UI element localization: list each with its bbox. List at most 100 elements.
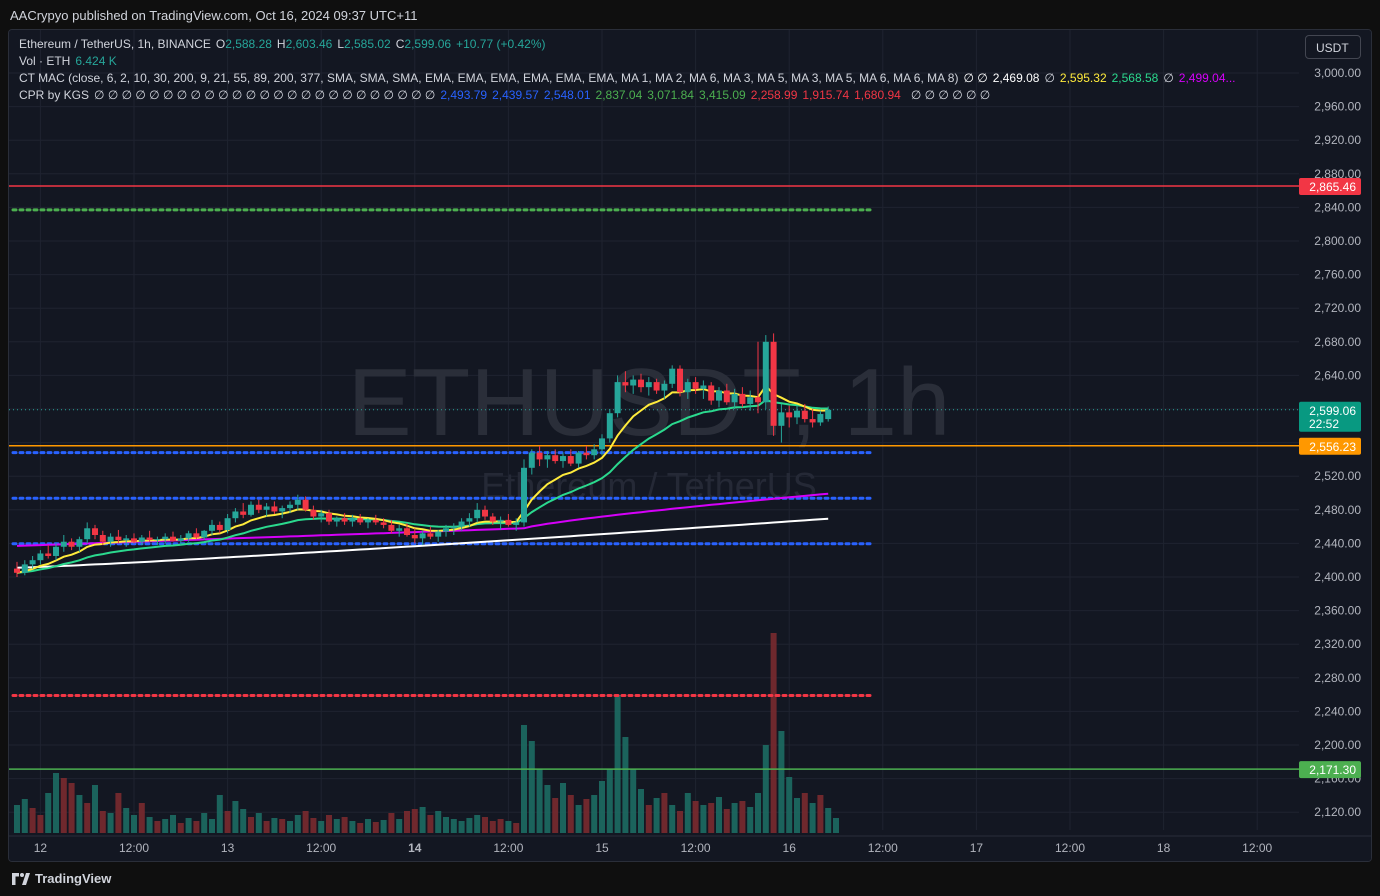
volume-legend-row[interactable]: Vol · ETH 6.424 K (19, 53, 1241, 70)
volume-bar (294, 815, 301, 833)
volume-bar (201, 813, 208, 833)
price-axis-tick: 2,360.00 (1314, 604, 1361, 618)
volume-bar (349, 821, 356, 833)
time-axis-tick: 18 (1157, 841, 1171, 855)
volume-label: Vol · ETH (19, 54, 71, 68)
volume-bar (427, 815, 434, 833)
price-label-box (1299, 437, 1361, 455)
chart-pane[interactable]: ETHUSDT, 1h Ethereum / TetherUS 3,000.00 2,… (8, 29, 1372, 862)
volume-bar (60, 778, 67, 833)
candle-body (708, 385, 715, 401)
volume-bar (372, 822, 379, 833)
price-label-text: 2,556.23 (1309, 440, 1356, 454)
candle-body (778, 412, 785, 426)
volume-bar (380, 820, 387, 833)
candle-body (380, 522, 387, 525)
candle-body (302, 499, 309, 510)
cpr-value-6: 2,258.99 (750, 88, 798, 102)
price-axis-tick: 2,760.00 (1314, 268, 1361, 282)
candle-body (349, 518, 356, 522)
open-value: 2,588.28 (225, 37, 272, 51)
volume-bar (92, 785, 98, 833)
candle-body (396, 528, 403, 531)
candle-body (68, 541, 75, 547)
price-axis-tick: 2,960.00 (1314, 100, 1361, 114)
candle-body (123, 538, 130, 541)
volume-bar (76, 795, 83, 833)
candle-body (677, 368, 683, 393)
volume-bar (482, 817, 488, 833)
candle-body (622, 382, 629, 386)
volume-bar (606, 769, 613, 833)
candle-body (53, 546, 59, 556)
volume-bar (435, 811, 442, 833)
volume-bar (622, 737, 629, 833)
tradingview-brand: TradingView (35, 871, 112, 886)
volume-bar (404, 811, 410, 833)
volume-bar (716, 797, 722, 833)
symbol-title[interactable]: Ethereum / TetherUS, 1h, BINANCE (19, 37, 211, 51)
cpr-null-values: ∅ ∅ ∅ ∅ ∅ ∅ ∅ ∅ ∅ ∅ ∅ ∅ ∅ ∅ ∅ ∅ ∅ ∅ ∅ ∅ … (94, 88, 436, 102)
price-change: +10.77 (+0.42%) (456, 37, 546, 51)
tradingview-logo[interactable]: TradingView (12, 871, 111, 886)
candle-body (224, 518, 231, 530)
candle-body (255, 504, 262, 510)
candle-body (536, 452, 543, 460)
footer-bar: TradingView (0, 862, 1380, 896)
volume-bar (154, 821, 161, 833)
candle-body (154, 539, 161, 541)
candle-body (700, 385, 707, 389)
volume-bar (513, 823, 520, 833)
volume-bar (53, 773, 59, 833)
volume-bar (505, 821, 512, 833)
mac-value-white: 2,469.08 (992, 71, 1040, 85)
volume-bar (762, 745, 769, 833)
cpr-value-5: 3,415.09 (698, 88, 746, 102)
volume-bar (84, 803, 91, 833)
volume-bar (599, 781, 605, 833)
candle-body (310, 509, 317, 517)
candle-body (630, 379, 637, 386)
price-label-box (1299, 761, 1361, 779)
candle-body (575, 452, 582, 464)
candle-body (76, 539, 83, 547)
time-axis-tick: 12:00 (119, 841, 149, 855)
candle-body (333, 518, 340, 522)
candle-body (341, 518, 348, 522)
volume-bar (365, 819, 371, 833)
price-label-text: 2,171.30 (1309, 763, 1356, 777)
cpr-value-3: 2,837.04 (595, 88, 643, 102)
candle-body (747, 397, 754, 404)
candle-body (427, 533, 434, 537)
candle-body (404, 528, 410, 535)
candle-body (567, 456, 574, 464)
price-label-box (1299, 401, 1361, 432)
volume-bar (287, 821, 293, 833)
volume-bar (240, 809, 247, 833)
volume-bar (684, 793, 691, 833)
high-label: H (276, 37, 286, 51)
volume-bar (123, 808, 130, 833)
candle-body (287, 504, 293, 509)
candle-body (84, 528, 91, 540)
candle-body (45, 553, 52, 556)
currency-unit-button[interactable]: USDT (1305, 35, 1361, 59)
symbol-legend-row[interactable]: Ethereum / TetherUS, 1h, BINANCE O2,588.2… (19, 36, 1241, 53)
candle-body (372, 519, 379, 523)
volume-bar (739, 801, 746, 833)
time-axis-tick: 15 (595, 841, 609, 855)
cpr-legend-row[interactable]: CPR by KGS ∅ ∅ ∅ ∅ ∅ ∅ ∅ ∅ ∅ ∅ ∅ ∅ ∅ ∅ ∅ … (19, 87, 1241, 104)
mac-null-value-2: ∅ (1163, 71, 1174, 85)
candle-body (762, 341, 769, 403)
time-axis-tick: 16 (783, 841, 797, 855)
mac-legend-row[interactable]: CT MAC (close, 6, 2, 10, 30, 200, 9, 21,… (19, 70, 1241, 87)
volume-bar (677, 811, 683, 833)
candle-body (794, 410, 800, 418)
volume-bar (443, 817, 449, 833)
candle-body (825, 409, 832, 420)
candle-body (723, 390, 730, 403)
price-axis-tick: 2,200.00 (1314, 738, 1361, 752)
candle-body (294, 499, 301, 505)
candle-body (716, 390, 722, 401)
